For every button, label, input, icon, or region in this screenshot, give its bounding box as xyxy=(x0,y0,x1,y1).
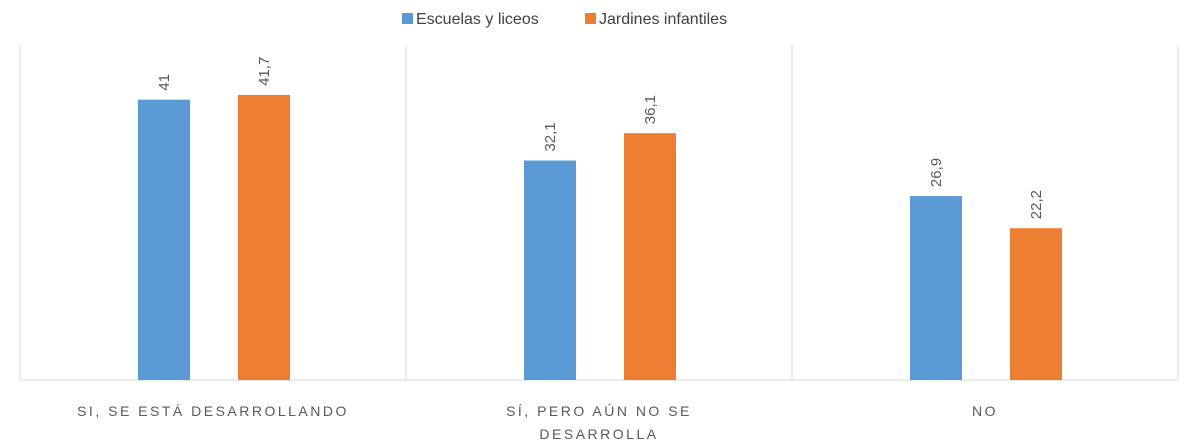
legend-swatch xyxy=(402,13,413,24)
legend-swatch xyxy=(585,13,596,24)
bar xyxy=(524,160,576,380)
value-label: 26,9 xyxy=(928,158,945,187)
x-tick-label: SÍ, PERO AÚN NO SE DESARROLLA xyxy=(506,403,692,442)
value-label: 22,2 xyxy=(1028,190,1045,219)
legend-label: Escuelas y liceos xyxy=(416,11,539,28)
legend-label: Jardines infantiles xyxy=(599,11,727,28)
value-label: 41 xyxy=(156,74,173,91)
bar xyxy=(1010,228,1062,380)
value-label: 36,1 xyxy=(642,95,659,124)
bar xyxy=(624,133,676,380)
value-label: 32,1 xyxy=(542,122,559,151)
value-label: 41,7 xyxy=(256,57,273,86)
bar xyxy=(138,99,190,380)
x-tick-label: NO xyxy=(972,403,998,419)
bar xyxy=(238,94,290,380)
bar xyxy=(910,196,962,380)
x-tick-label: SI, SE ESTÁ DESARROLLANDO xyxy=(77,403,349,419)
